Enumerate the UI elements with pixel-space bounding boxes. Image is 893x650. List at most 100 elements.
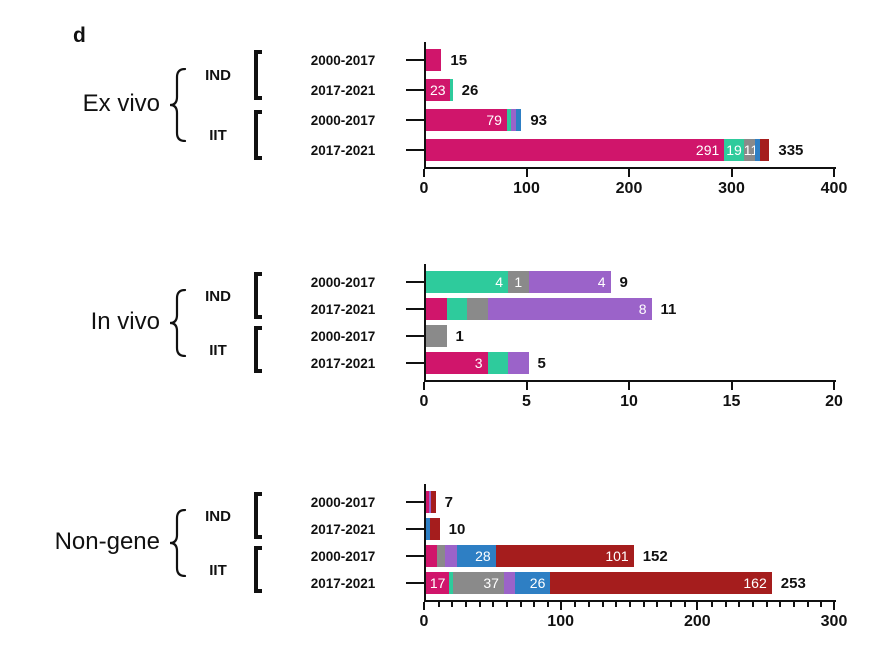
y-axis-row-tick [406, 308, 424, 310]
y-axis-row-tick [406, 59, 424, 61]
bar-total-label: 1 [455, 328, 464, 345]
x-axis-tick [423, 602, 425, 610]
bar-segment-blue [516, 109, 522, 131]
x-axis-minor-tick [533, 602, 536, 607]
x-axis-minor-tick [601, 602, 604, 607]
subgroup-label-ind: IND [205, 67, 231, 84]
bar-total-label: 15 [450, 52, 468, 69]
x-axis-minor-tick [588, 602, 590, 607]
segment-value-label: 1 [514, 274, 523, 290]
x-axis-tick-label: 300 [820, 613, 848, 630]
bar-segment-darkred [430, 518, 440, 540]
x-axis-tick [833, 382, 835, 390]
row-label-period: 2000-2017 [310, 548, 376, 564]
bar-total-label: 7 [444, 494, 453, 511]
bar-total-label: 253 [780, 575, 806, 592]
pair-bracket [254, 492, 262, 539]
bar-segment-pink [426, 491, 429, 513]
x-axis-tick [423, 382, 425, 390]
bar-segment-pink: 3 [426, 352, 488, 374]
y-axis [424, 264, 426, 380]
x-axis-minor-tick [724, 602, 727, 607]
x-axis-tick-label: 300 [718, 180, 745, 197]
bar-segment-pink: 291 [426, 139, 725, 161]
x-axis-tick-label: 5 [522, 393, 531, 410]
bar-segment-blue [755, 139, 761, 161]
pair-bracket [254, 272, 262, 319]
bar-segment-green: 19 [724, 139, 744, 161]
y-axis-row-tick [406, 582, 424, 584]
bar-segment-green [449, 79, 453, 101]
curly-brace [168, 288, 188, 357]
x-axis-tick-label: 100 [547, 613, 574, 630]
x-axis-minor-tick [793, 602, 795, 607]
x-axis-tick [730, 382, 733, 390]
bar-segment-darkred: 101 [495, 545, 634, 567]
segment-value-label: 79 [486, 112, 502, 128]
bar-segment-purple: 8 [487, 298, 652, 320]
bar-total-label: 152 [642, 548, 668, 565]
x-axis-minor-tick [642, 602, 645, 607]
x-axis-minor-tick [738, 602, 741, 607]
bar-segment-gray: 1 [508, 271, 529, 293]
row-label-period: 2017-2021 [310, 575, 376, 591]
curly-brace [168, 68, 188, 142]
bar-segment-gray [426, 325, 447, 347]
x-axis-minor-tick [629, 602, 631, 607]
x-axis-tick-label: 15 [722, 393, 741, 410]
segment-value-label: 11 [743, 142, 759, 158]
bar-segment-purple [503, 572, 515, 594]
x-axis-tick [833, 602, 835, 610]
x-axis-minor-tick [752, 602, 754, 607]
subgroup-label-iit: IIT [209, 127, 227, 144]
bar-segment-purple [511, 109, 517, 131]
bar-total-label: 335 [778, 142, 804, 159]
x-axis-minor-tick [820, 602, 823, 607]
y-axis-row-tick [406, 119, 424, 121]
bar-segment-pink [426, 545, 437, 567]
segment-value-label: 4 [495, 274, 503, 290]
row-label-period: 2000-2017 [310, 112, 376, 128]
segment-value-label: 162 [743, 575, 767, 591]
y-axis-row-tick [406, 281, 424, 283]
bar-segment-pink: 17 [426, 572, 450, 594]
bar-total-label: 11 [660, 301, 677, 318]
x-axis-minor-tick [656, 602, 659, 607]
x-axis-minor-tick [806, 602, 809, 607]
x-axis-minor-tick [478, 602, 481, 607]
y-axis-row-tick [406, 528, 424, 530]
row-label-period: 2017-2021 [310, 301, 376, 317]
x-axis-minor-tick [451, 602, 454, 607]
bar-segment-green [449, 572, 454, 594]
y-axis-row-tick [406, 555, 424, 557]
x-axis [424, 600, 836, 602]
bar-segment-blue: 26 [514, 572, 551, 594]
y-axis [424, 42, 426, 167]
bar-segment-darkred: 162 [550, 572, 772, 594]
x-axis-tick-label: 100 [513, 180, 540, 197]
bar-segment-purple: 4 [528, 271, 611, 293]
row-label-period: 2017-2021 [310, 521, 376, 537]
panel-letter: d [73, 24, 86, 47]
x-axis-minor-tick [711, 602, 713, 607]
y-axis [424, 484, 426, 600]
x-axis-tick [730, 169, 733, 177]
bar-segment-green [487, 352, 508, 374]
bar-segment-purple [428, 491, 432, 513]
x-axis-tick [559, 602, 562, 610]
subgroup-label-ind: IND [205, 287, 231, 305]
y-axis-row-tick [406, 89, 424, 91]
x-axis-minor-tick [506, 602, 508, 607]
pair-bracket [254, 110, 262, 160]
y-axis-row-tick [406, 335, 424, 337]
bar-segment-blue: 28 [457, 545, 496, 567]
y-axis-row-tick [406, 149, 424, 151]
x-axis-tick-label: 0 [419, 393, 429, 410]
group-label-non-gene: Non-gene [54, 527, 160, 555]
x-axis-tick-label: 10 [620, 393, 638, 410]
row-label-period: 2000-2017 [310, 52, 376, 68]
bar-segment-pink: 23 [426, 79, 450, 101]
x-axis-tick [525, 382, 528, 390]
segment-value-label: 17 [429, 575, 446, 591]
row-label-period: 2000-2017 [310, 274, 376, 290]
